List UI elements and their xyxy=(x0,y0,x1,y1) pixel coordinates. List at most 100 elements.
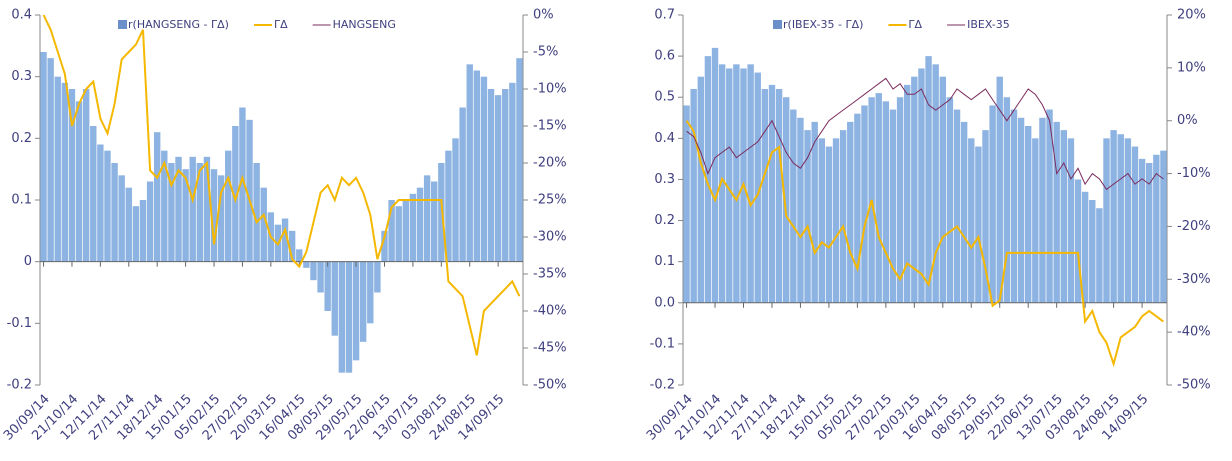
bar xyxy=(847,121,854,303)
bar xyxy=(374,261,381,293)
bar xyxy=(704,56,712,303)
bar xyxy=(968,138,975,303)
legend-swatch xyxy=(118,20,127,29)
bar xyxy=(288,230,296,262)
bar xyxy=(104,150,111,262)
bar xyxy=(960,121,968,303)
bar xyxy=(494,95,502,262)
bar xyxy=(953,109,961,303)
legend-label: r(HANGSENG - ΓΔ) xyxy=(128,18,229,31)
bar xyxy=(161,150,168,262)
bar xyxy=(989,105,996,303)
bar xyxy=(1053,121,1060,303)
bar xyxy=(445,150,452,262)
bar xyxy=(90,126,97,262)
bar xyxy=(154,132,161,262)
y-tick-label: 0.4 xyxy=(654,131,675,146)
bar xyxy=(146,181,154,262)
y2-tick-label: -20% xyxy=(1177,219,1211,234)
bar xyxy=(388,200,395,262)
bar xyxy=(452,138,459,262)
y-tick-label: 0.6 xyxy=(654,49,675,64)
bar xyxy=(75,101,83,262)
bar xyxy=(132,206,140,262)
bar xyxy=(47,58,54,262)
bar xyxy=(331,261,338,336)
y-tick-label: 0.4 xyxy=(11,8,32,23)
y2-tick-label: -10% xyxy=(1177,166,1211,181)
bar xyxy=(1103,138,1110,303)
bar xyxy=(1096,208,1103,303)
chart: 0.4 0.3 0.2 0.1 0 -0.1 -0.2 0% -5% -10% -15% -20% -2… xyxy=(1,8,567,444)
y2-tick-label: -5% xyxy=(533,45,558,60)
y-tick-label: 0.1 xyxy=(654,254,675,269)
bar xyxy=(1074,179,1082,303)
bar xyxy=(217,175,225,262)
bar xyxy=(317,261,324,293)
bar xyxy=(818,138,825,303)
line-series xyxy=(42,14,521,356)
y-tick-label: 0.1 xyxy=(11,193,32,208)
y-tick-label: -0.2 xyxy=(7,378,32,393)
bar xyxy=(1124,138,1132,303)
bar xyxy=(139,200,147,262)
y2-tick-label: 0% xyxy=(1177,113,1198,128)
legend-label: r(IBEX-35 - ΓΔ) xyxy=(783,18,863,31)
y-tick-label: 0.5 xyxy=(654,90,675,105)
bar xyxy=(975,146,982,303)
bar xyxy=(797,117,804,303)
bar xyxy=(854,113,861,303)
bar xyxy=(480,76,488,262)
bar xyxy=(683,105,690,303)
bar xyxy=(487,89,495,262)
bar xyxy=(896,97,904,303)
bar xyxy=(459,107,466,262)
bar xyxy=(338,261,346,373)
bar xyxy=(882,101,890,303)
bar xyxy=(68,89,76,262)
bar xyxy=(97,144,104,262)
bar xyxy=(225,150,232,262)
y2-tick-label: 0% xyxy=(533,8,554,23)
y2-tick-label: -30% xyxy=(533,230,567,245)
bar xyxy=(1160,150,1167,303)
bar xyxy=(768,84,776,303)
y2-tick-label: -15% xyxy=(533,119,567,134)
bar xyxy=(352,261,360,361)
y-tick-label: -0.1 xyxy=(7,316,32,331)
bar xyxy=(761,89,769,303)
bar xyxy=(239,107,246,262)
bar xyxy=(1067,138,1075,303)
bar xyxy=(982,130,989,303)
bar xyxy=(345,261,353,373)
chart: 0.7 0.6 0.5 0.4 0.3 0.2 0.1 0.0 -0.1 -0.2 20% 10% 0%… xyxy=(644,8,1211,444)
bar xyxy=(1131,146,1139,303)
bar xyxy=(925,56,932,303)
bar xyxy=(1089,200,1096,303)
bar xyxy=(296,249,303,262)
legend-label: HANGSENG xyxy=(333,18,396,31)
bar xyxy=(811,121,818,303)
bar xyxy=(1138,158,1146,303)
legend-label: ΓΔ xyxy=(908,18,922,31)
bar xyxy=(324,261,331,311)
bar xyxy=(790,109,797,303)
bar xyxy=(1117,134,1124,303)
y2-tick-label: -50% xyxy=(533,378,567,393)
y2-tick-label: 10% xyxy=(1177,60,1206,75)
bar xyxy=(175,156,182,262)
bar xyxy=(1110,130,1117,303)
bar xyxy=(711,47,719,303)
bar xyxy=(431,181,438,262)
y2-tick-label: -40% xyxy=(533,304,567,319)
bar xyxy=(783,97,790,303)
bar xyxy=(690,89,697,303)
bar xyxy=(402,200,409,262)
bar xyxy=(932,64,939,303)
bar xyxy=(40,52,47,262)
bar xyxy=(182,169,189,262)
bar xyxy=(1025,126,1032,303)
bar xyxy=(253,163,260,262)
bar xyxy=(82,89,90,262)
